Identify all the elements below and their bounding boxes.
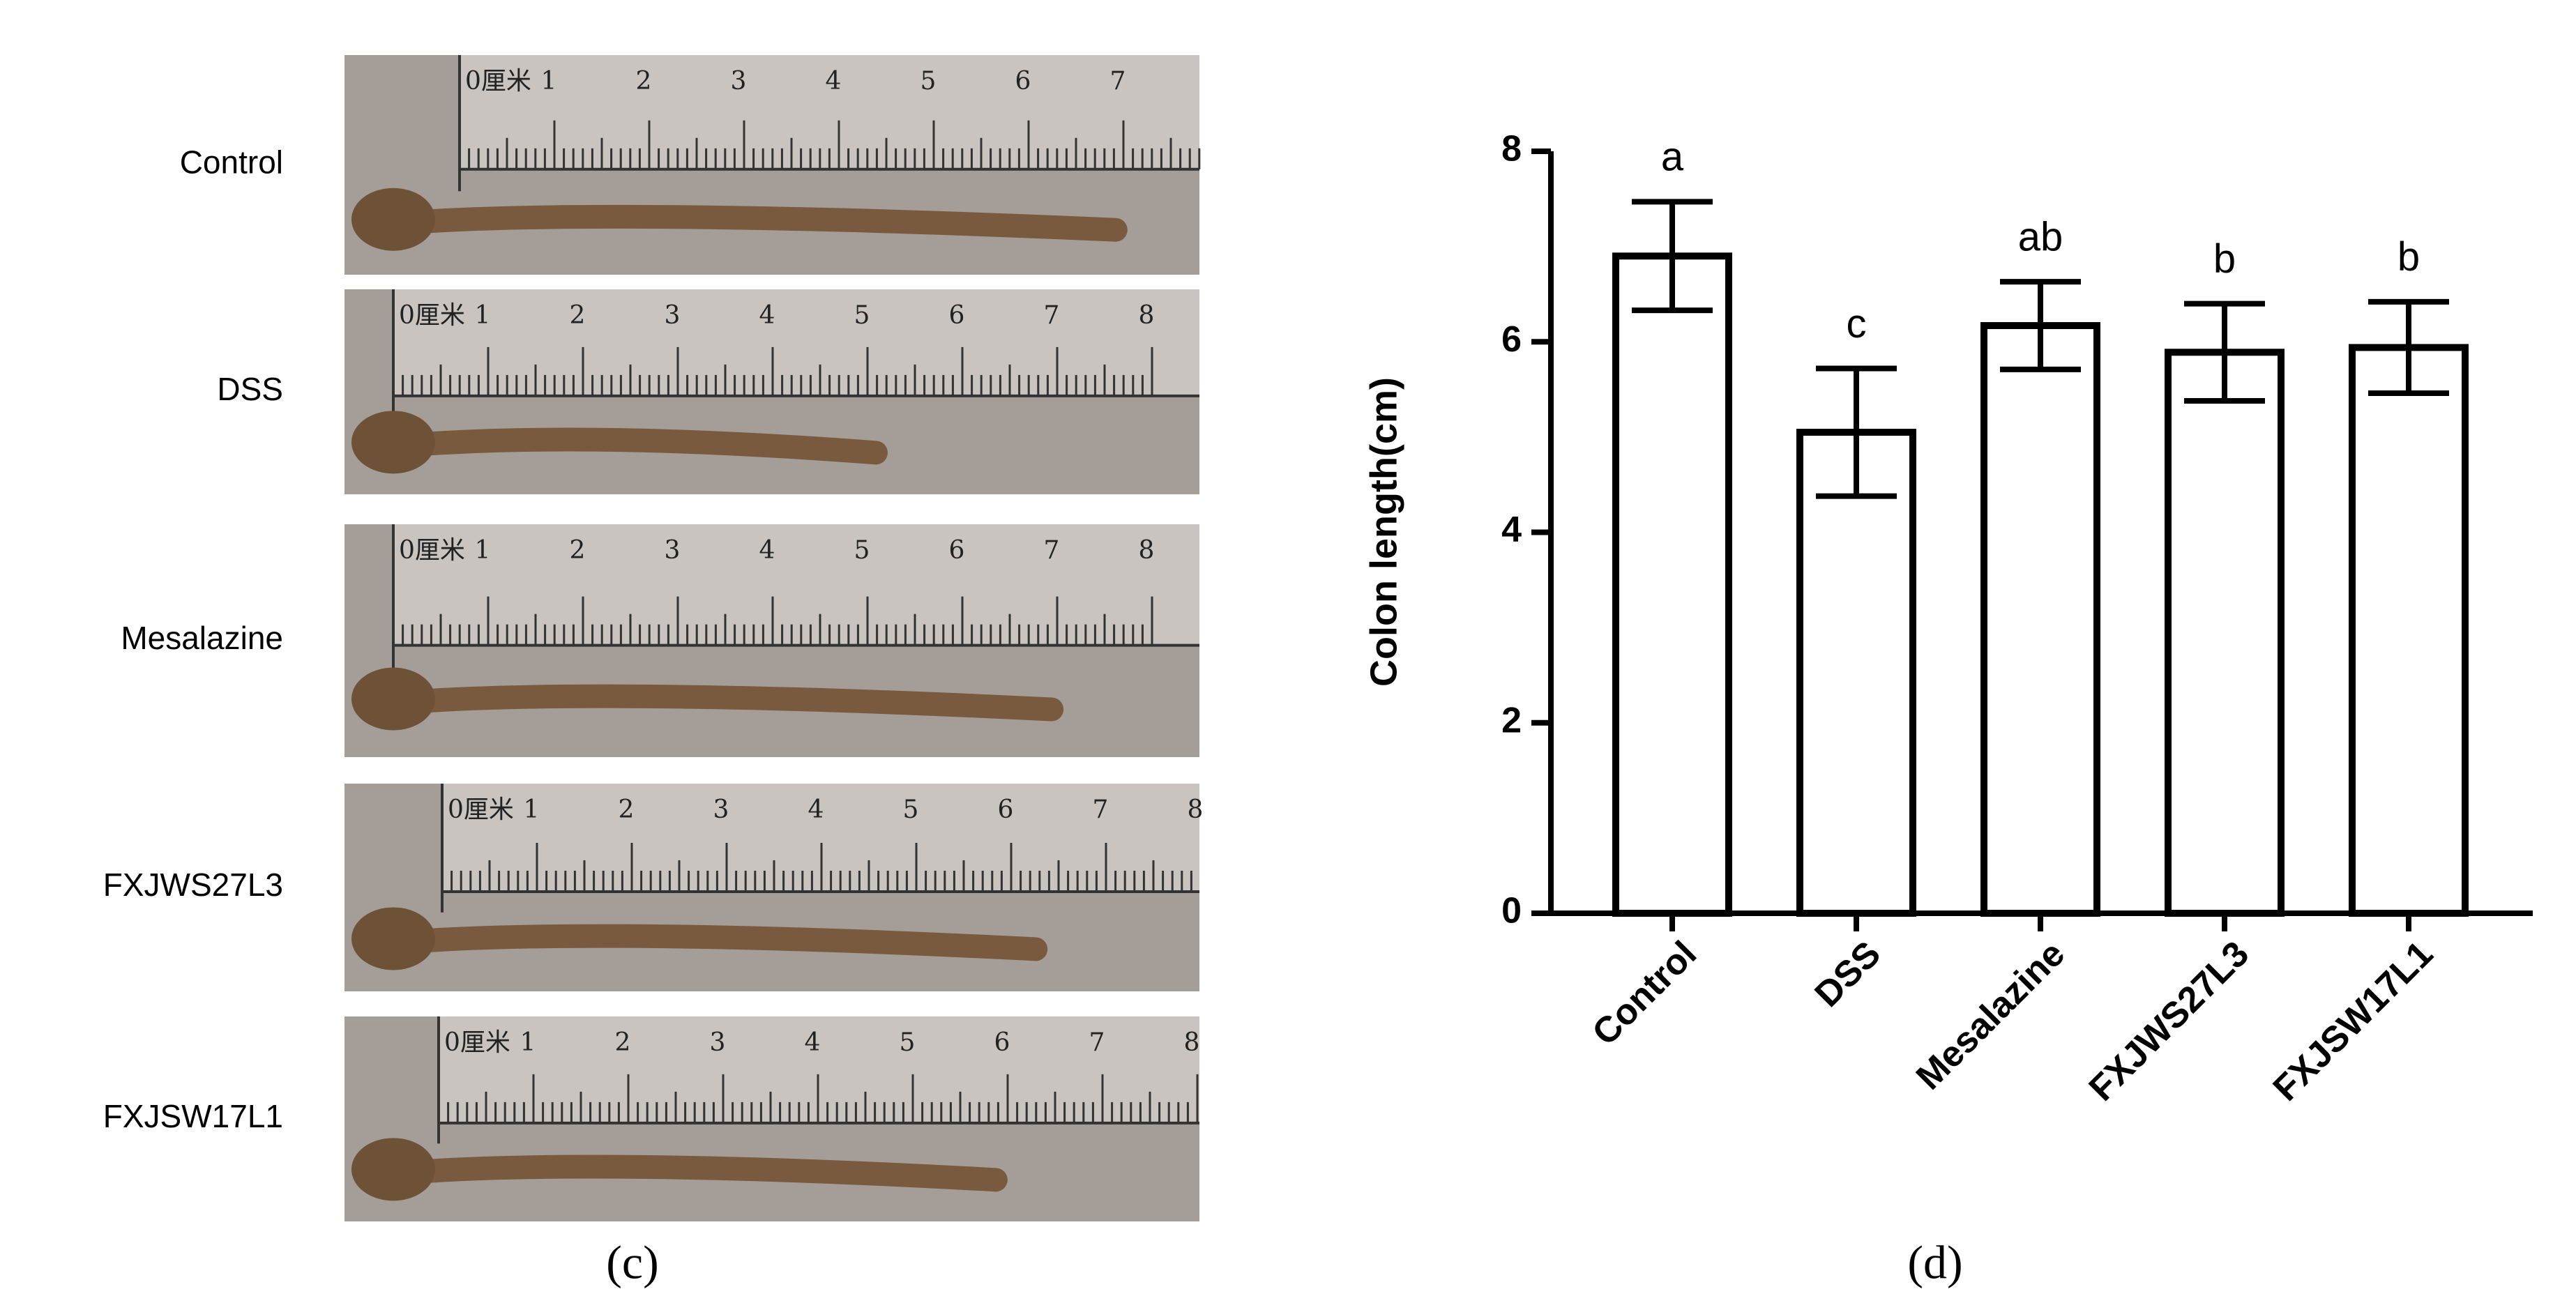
ruler-label: 3 (665, 301, 681, 330)
ruler-label: 4 (826, 67, 842, 96)
y-tick-label: 4 (1501, 510, 1522, 550)
ruler-label: 0厘米 (465, 67, 531, 96)
bar (2165, 349, 2285, 917)
ruler-label: 7 (1044, 536, 1060, 565)
bar (1612, 252, 1732, 917)
ruler-label: 5 (900, 1028, 916, 1057)
ruler-label: 7 (1089, 1028, 1105, 1057)
ruler-label: 1 (475, 536, 491, 565)
significance-label: a (1661, 135, 1684, 180)
significance-label: c (1847, 301, 1867, 346)
ruler-label: 8 (1184, 1028, 1200, 1057)
ruler-label: 0厘米 (399, 301, 465, 330)
bar (2349, 344, 2469, 917)
panel-caption: (c) (606, 1236, 658, 1289)
ruler-label: 3 (710, 1028, 726, 1057)
ruler-label: 8 (1139, 301, 1155, 330)
ruler-label: 4 (759, 301, 775, 330)
ruler-label: 8 (1139, 536, 1155, 565)
ruler-label: 1 (520, 1028, 536, 1057)
y-tick-label: 2 (1501, 700, 1522, 740)
ruler-label: 2 (636, 67, 652, 96)
significance-label: b (2397, 234, 2420, 280)
ruler (393, 524, 1199, 646)
colon (354, 427, 888, 465)
ruler-label: 7 (1044, 301, 1060, 330)
ruler-label: 8 (1188, 795, 1204, 824)
x-tick-label: FXJSW17L1 (2266, 934, 2441, 1108)
ruler-label: 0厘米 (448, 795, 514, 824)
ruler (393, 289, 1199, 396)
ruler-label: 2 (570, 301, 586, 330)
colon (351, 188, 435, 251)
ruler-label: 6 (949, 301, 965, 330)
ruler-label: 4 (805, 1028, 821, 1057)
panel-caption: (d) (1907, 1236, 1962, 1289)
ruler-label: 2 (615, 1028, 631, 1057)
ruler-label: 6 (998, 795, 1014, 824)
colon (354, 684, 1064, 722)
colon (354, 924, 1048, 961)
ruler-label: 0厘米 (444, 1028, 510, 1057)
row-label: FXJSW17L1 (103, 1098, 283, 1134)
ruler-label: 1 (475, 301, 491, 330)
colon (351, 907, 435, 970)
significance-label: ab (2018, 215, 2063, 260)
ruler-label: 7 (1110, 67, 1126, 96)
bar (1796, 429, 1916, 917)
ruler-label: 3 (713, 795, 729, 824)
ruler-label: 5 (903, 795, 919, 824)
significance-label: b (2213, 236, 2236, 282)
ruler-label: 5 (854, 536, 870, 565)
ruler-label: 2 (619, 795, 635, 824)
row-label: Mesalazine (121, 620, 283, 656)
ruler-label: 3 (665, 536, 681, 565)
row-label: FXJWS27L3 (103, 867, 283, 903)
x-tick-label: DSS (1808, 934, 1889, 1015)
colon (354, 1155, 1008, 1192)
ruler-label: 4 (759, 536, 775, 565)
y-tick-label: 0 (1501, 891, 1522, 931)
x-tick-label: FXJWS27L3 (2082, 934, 2257, 1108)
ruler-label: 2 (570, 536, 586, 565)
y-tick-label: 8 (1501, 129, 1522, 169)
x-tick-label: Control (1584, 934, 1704, 1053)
ruler-label: 6 (949, 536, 965, 565)
x-tick-label: Mesalazine (1909, 934, 2073, 1097)
colon (354, 204, 1128, 242)
row-label: DSS (217, 371, 283, 407)
y-axis-label: Colon length(cm) (1363, 377, 1404, 687)
colon (351, 667, 435, 731)
ruler-label: 5 (854, 301, 870, 330)
ruler-label: 1 (541, 67, 557, 96)
ruler-label: 6 (994, 1028, 1010, 1057)
ruler-label: 7 (1093, 795, 1109, 824)
colon (351, 411, 435, 474)
row-label: Control (180, 144, 283, 181)
colon (351, 1138, 435, 1201)
ruler-label: 6 (1015, 67, 1031, 96)
ruler-label: 4 (808, 795, 824, 824)
ruler-label: 5 (920, 67, 937, 96)
y-tick-label: 6 (1501, 319, 1522, 360)
bar (1980, 322, 2100, 917)
ruler-label: 0厘米 (399, 536, 465, 565)
ruler-label: 3 (731, 67, 747, 96)
ruler-label: 1 (524, 795, 540, 824)
